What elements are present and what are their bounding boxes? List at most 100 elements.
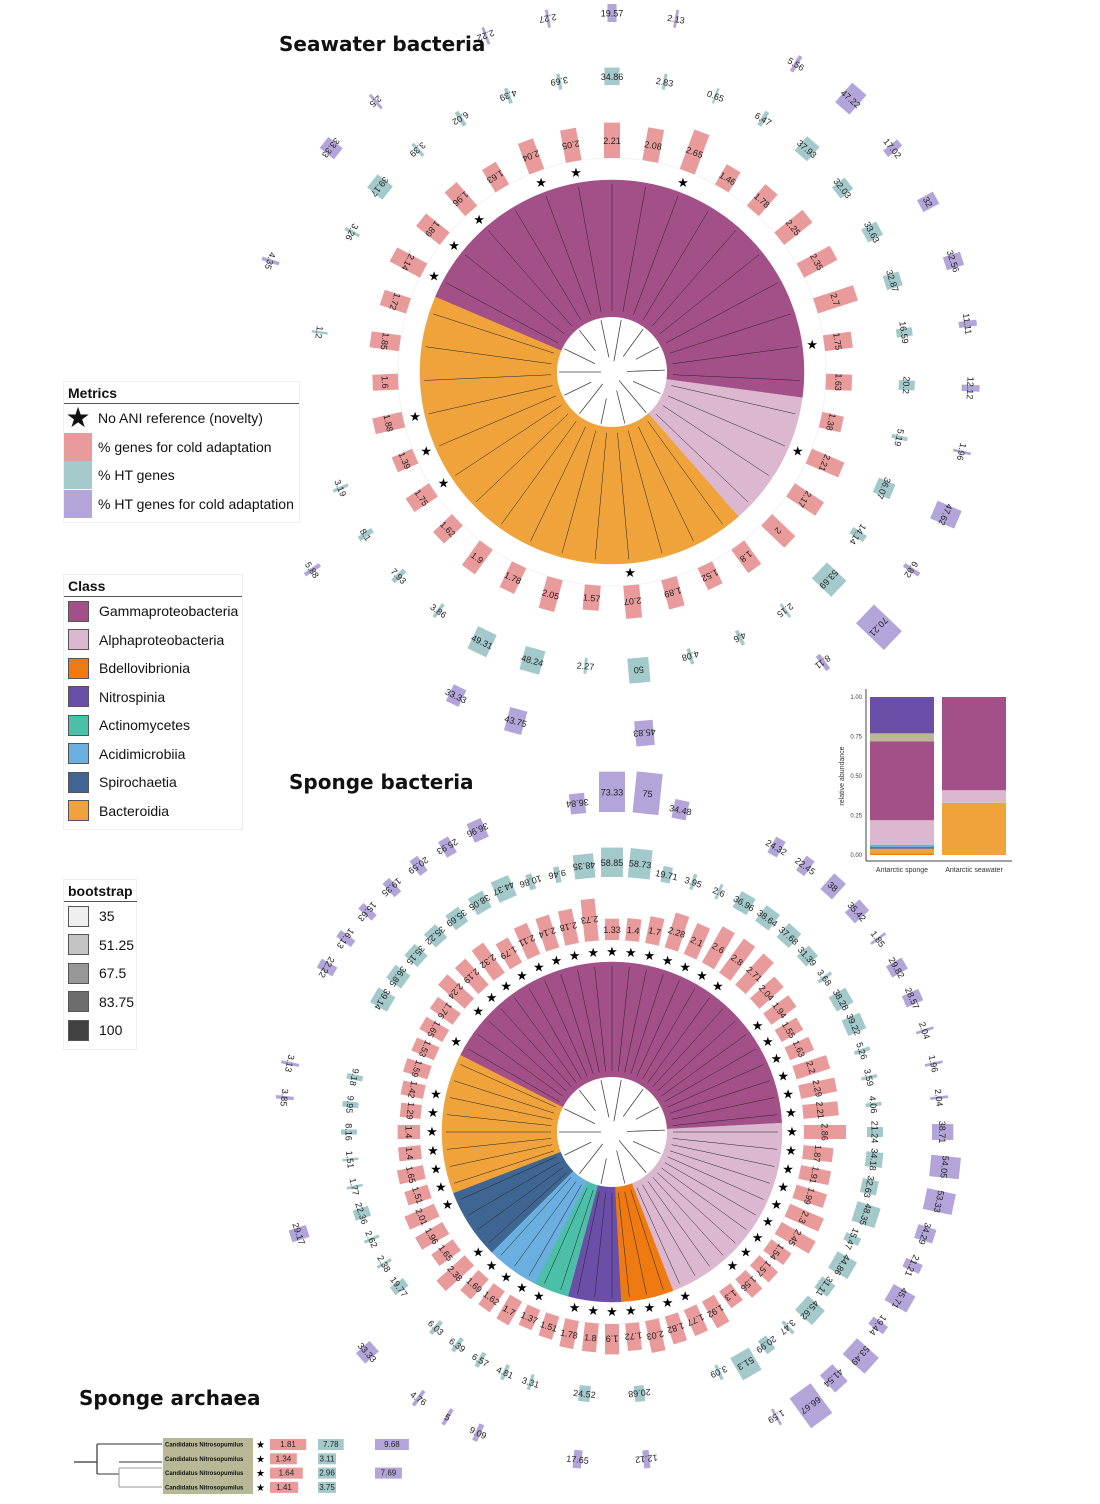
cold-value: 2.2 [804, 1060, 817, 1075]
leaf-label-line [594, 432, 607, 560]
ht-bar [556, 73, 563, 90]
cold-bar [270, 1481, 299, 1493]
stacked-segment [870, 697, 934, 734]
htcold-bar [961, 384, 980, 392]
star-icon: ★ [427, 1143, 439, 1158]
tree-branch [600, 398, 607, 424]
htcold-value: 1.96 [927, 1054, 940, 1073]
class-swatch [68, 743, 89, 765]
star-icon: ★ [771, 1051, 783, 1066]
archaea-label-bg [163, 1438, 253, 1494]
ht-value: 7.93 [389, 566, 408, 586]
leaf-label-line [617, 432, 630, 560]
cold-bar [433, 514, 463, 544]
star-icon: ★ [426, 1124, 438, 1139]
cold-bar [749, 1255, 779, 1283]
leaf-label-line [433, 313, 555, 354]
leaf-label-line [618, 1192, 630, 1298]
tree-branch [613, 319, 622, 362]
ht-bar [411, 142, 425, 157]
cold-bar [404, 1203, 440, 1230]
htcold-bar [673, 9, 680, 28]
tree-branch [564, 348, 596, 365]
cold-bar [714, 164, 741, 193]
htcold-bar [915, 1026, 934, 1035]
ht-value: 20.2 [901, 376, 912, 394]
tree-branch [635, 346, 659, 360]
star-icon: ★ [500, 978, 512, 993]
ht-bar [831, 177, 854, 199]
cold-bar [804, 1125, 846, 1139]
htcold-value: 3.85 [278, 1088, 290, 1106]
cold-bar [697, 561, 723, 591]
leaf-label-line [661, 1034, 747, 1097]
class-legend-label: Gammaproteobacteria [99, 603, 239, 620]
ht-bar [734, 629, 746, 646]
htcold-bar [466, 817, 489, 843]
leaf-label-line [424, 374, 552, 381]
cold-value: 2.73 [580, 914, 598, 926]
ht-bar [346, 1072, 364, 1082]
cold-bar [372, 373, 399, 391]
ht-value: 3.26 [343, 222, 360, 242]
leaf-label-line [460, 1064, 557, 1108]
star-icon: ★ [420, 443, 432, 458]
star-icon: ★ [535, 175, 547, 190]
cold-bar [400, 1080, 426, 1099]
leaf-label-line [638, 426, 694, 542]
cold-bar [792, 1055, 831, 1080]
htcold-value: 45.83 [633, 727, 656, 739]
cold-bar [270, 1453, 297, 1465]
htcold-bar [932, 1124, 954, 1140]
star-icon: ★ [606, 1304, 618, 1319]
htcold-bar [796, 855, 815, 877]
leaf-label-line [624, 969, 647, 1073]
ht-bar [891, 433, 908, 442]
cold-bar [701, 1294, 730, 1329]
ht-value: 34.86 [601, 72, 624, 82]
htcold-bar [572, 1449, 583, 1469]
metrics-legend-novelty: ★ No ANI reference (novelty) [64, 404, 299, 433]
cold-swatch [64, 432, 92, 461]
star-icon: ★ [644, 1300, 656, 1315]
leaf-label-line [652, 1177, 724, 1256]
ht-value: 3.68 [815, 968, 833, 988]
tree-branch [622, 328, 644, 357]
star-icon: ★ [785, 1105, 797, 1120]
htcold-value: 17.02 [881, 137, 903, 161]
htcold-bar [922, 1188, 956, 1215]
ht-bar [369, 987, 396, 1012]
star-icon: ★ [786, 1124, 798, 1139]
tree-branch [564, 1108, 596, 1125]
ht-value: 2.96 [319, 1469, 335, 1478]
cold-value: 1.85 [379, 332, 391, 351]
htcold-value: 4.35 [263, 251, 278, 271]
cold-value: 1.75 [831, 332, 843, 351]
ht-bar [467, 890, 492, 916]
cold-bar [735, 1269, 763, 1298]
htcold-bar [770, 1408, 783, 1426]
ht-bar [389, 1278, 409, 1296]
htcold-value: 38 [826, 880, 840, 894]
htcold-bar [815, 653, 831, 672]
class-swatch [68, 657, 89, 679]
cold-bar [437, 974, 475, 1009]
ht-bar [843, 1232, 862, 1246]
leaf-label-line [449, 1144, 553, 1167]
star-icon: ★ [712, 978, 724, 993]
stacked-segment [942, 790, 1006, 803]
htcold-value: 73.33 [601, 787, 624, 797]
htcold-value: 3.13 [283, 1054, 296, 1073]
metrics-legend-label: % HT genes for cold adaptation [98, 495, 294, 512]
leaf-label-line [652, 1008, 724, 1087]
cold-bar [822, 331, 853, 352]
htcold-value: 11.11 [961, 313, 974, 335]
cold-bar [560, 127, 582, 163]
leaf-label-line [659, 254, 760, 335]
tree-branch [613, 1079, 622, 1122]
leaf-label-line [446, 1114, 552, 1126]
cold-bar [495, 937, 523, 970]
ht-value: 3.19 [332, 478, 348, 498]
class-legend-label: Spirochaetia [99, 774, 177, 791]
tree-branch [600, 1080, 610, 1118]
